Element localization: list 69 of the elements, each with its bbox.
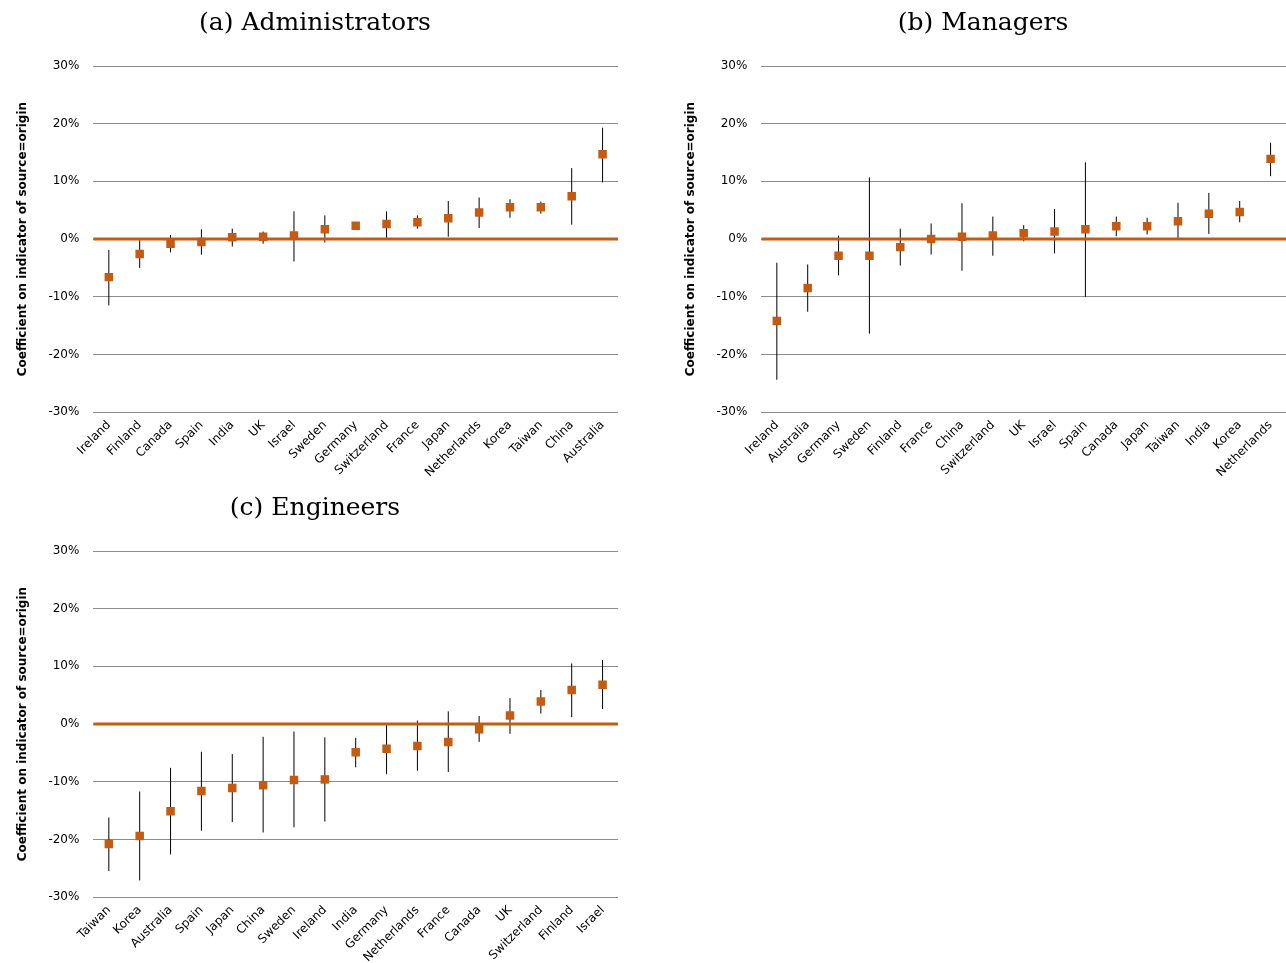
y-tick-label: 30% [52, 58, 80, 73]
point [228, 233, 237, 242]
point [413, 218, 422, 227]
point [413, 741, 422, 751]
point [567, 685, 576, 695]
point [320, 775, 330, 784]
y-tick-label: -20% [48, 346, 80, 361]
point [382, 744, 391, 754]
point [1142, 222, 1152, 231]
y-tick-label: 20% [720, 115, 748, 130]
y-tick-label: -30% [48, 404, 80, 419]
chart-title: (b) Managers [897, 6, 1069, 36]
point [1204, 209, 1214, 218]
point [1050, 227, 1059, 236]
y-tick-label: 0% [728, 231, 748, 246]
chart-title: (a) Administrators [199, 6, 431, 36]
y-tick-label: 30% [720, 58, 748, 73]
point [351, 221, 360, 231]
y-tick-label: 20% [52, 600, 80, 615]
y-tick-label: 0% [60, 231, 80, 246]
point [382, 219, 391, 229]
point [135, 831, 144, 841]
point [166, 806, 175, 816]
y-tick-label: 30% [52, 543, 80, 558]
point [803, 283, 812, 293]
point [351, 748, 360, 757]
point [444, 737, 453, 747]
point [197, 237, 206, 247]
point [505, 711, 515, 720]
y-axis-title: Coefficient on indicator of source=origin [15, 586, 30, 862]
point [474, 208, 484, 217]
y-tick-label: -20% [716, 346, 748, 361]
y-tick-label: -30% [48, 889, 80, 904]
y-tick-label: -10% [48, 288, 80, 303]
point [896, 242, 905, 252]
y-tick-label: -20% [48, 831, 80, 846]
point [536, 697, 546, 706]
point [444, 214, 453, 223]
point [166, 239, 175, 248]
point [1266, 154, 1275, 164]
y-tick-label: 0% [60, 716, 80, 731]
y-tick-label: 10% [720, 173, 748, 188]
point [865, 251, 874, 261]
y-tick-label: -10% [716, 288, 748, 303]
y-tick-label: 10% [52, 658, 80, 673]
x-tick-label: UK [1006, 416, 1029, 440]
point [1019, 229, 1028, 238]
y-tick-label: -10% [48, 773, 80, 788]
point [1112, 222, 1121, 231]
point [1081, 225, 1090, 234]
point [135, 249, 144, 259]
point [258, 232, 268, 241]
y-tick-label: 20% [52, 115, 80, 130]
y-tick-label: -30% [716, 404, 748, 419]
point [834, 251, 843, 261]
chart-title: (c) Engineers [229, 491, 401, 521]
point [536, 203, 546, 212]
y-tick-label: 10% [52, 173, 80, 188]
point [1235, 207, 1244, 217]
point [567, 192, 576, 201]
y-axis-title: Coefficient on indicator of source=origin [683, 101, 698, 377]
point [957, 232, 967, 241]
point [228, 783, 237, 793]
point [598, 150, 607, 159]
point [197, 786, 206, 796]
y-axis-title: Coefficient on indicator of source=origin [15, 101, 30, 377]
point [505, 203, 515, 212]
x-tick-label: UK [245, 416, 269, 440]
point [598, 680, 607, 690]
